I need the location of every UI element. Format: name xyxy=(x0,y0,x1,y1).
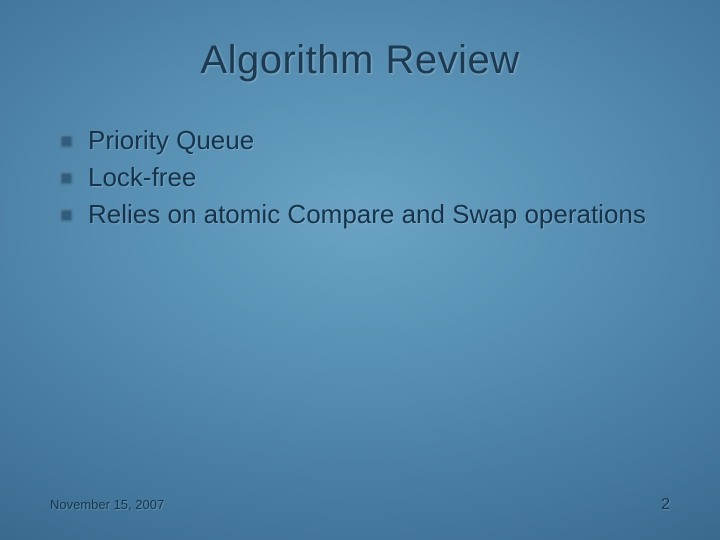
page-number: 2 xyxy=(661,496,670,514)
list-item: Priority Queue xyxy=(54,123,670,158)
slide-footer: November 15, 2007 2 xyxy=(50,496,670,514)
slide-title: Algorithm Review xyxy=(50,38,670,83)
list-item: Relies on atomic Compare and Swap operat… xyxy=(54,197,670,232)
slide: Algorithm Review Priority Queue Lock-fre… xyxy=(0,0,720,540)
square-bullet-icon xyxy=(60,135,71,146)
bullet-list: Priority Queue Lock-free Relies on atomi… xyxy=(50,123,670,232)
bullet-text: Lock-free xyxy=(88,162,196,192)
footer-date: November 15, 2007 xyxy=(50,497,164,512)
square-bullet-icon xyxy=(60,172,71,183)
bullet-text: Relies on atomic Compare and Swap operat… xyxy=(88,199,646,229)
list-item: Lock-free xyxy=(54,160,670,195)
square-bullet-icon xyxy=(60,209,71,220)
bullet-text: Priority Queue xyxy=(88,125,254,155)
